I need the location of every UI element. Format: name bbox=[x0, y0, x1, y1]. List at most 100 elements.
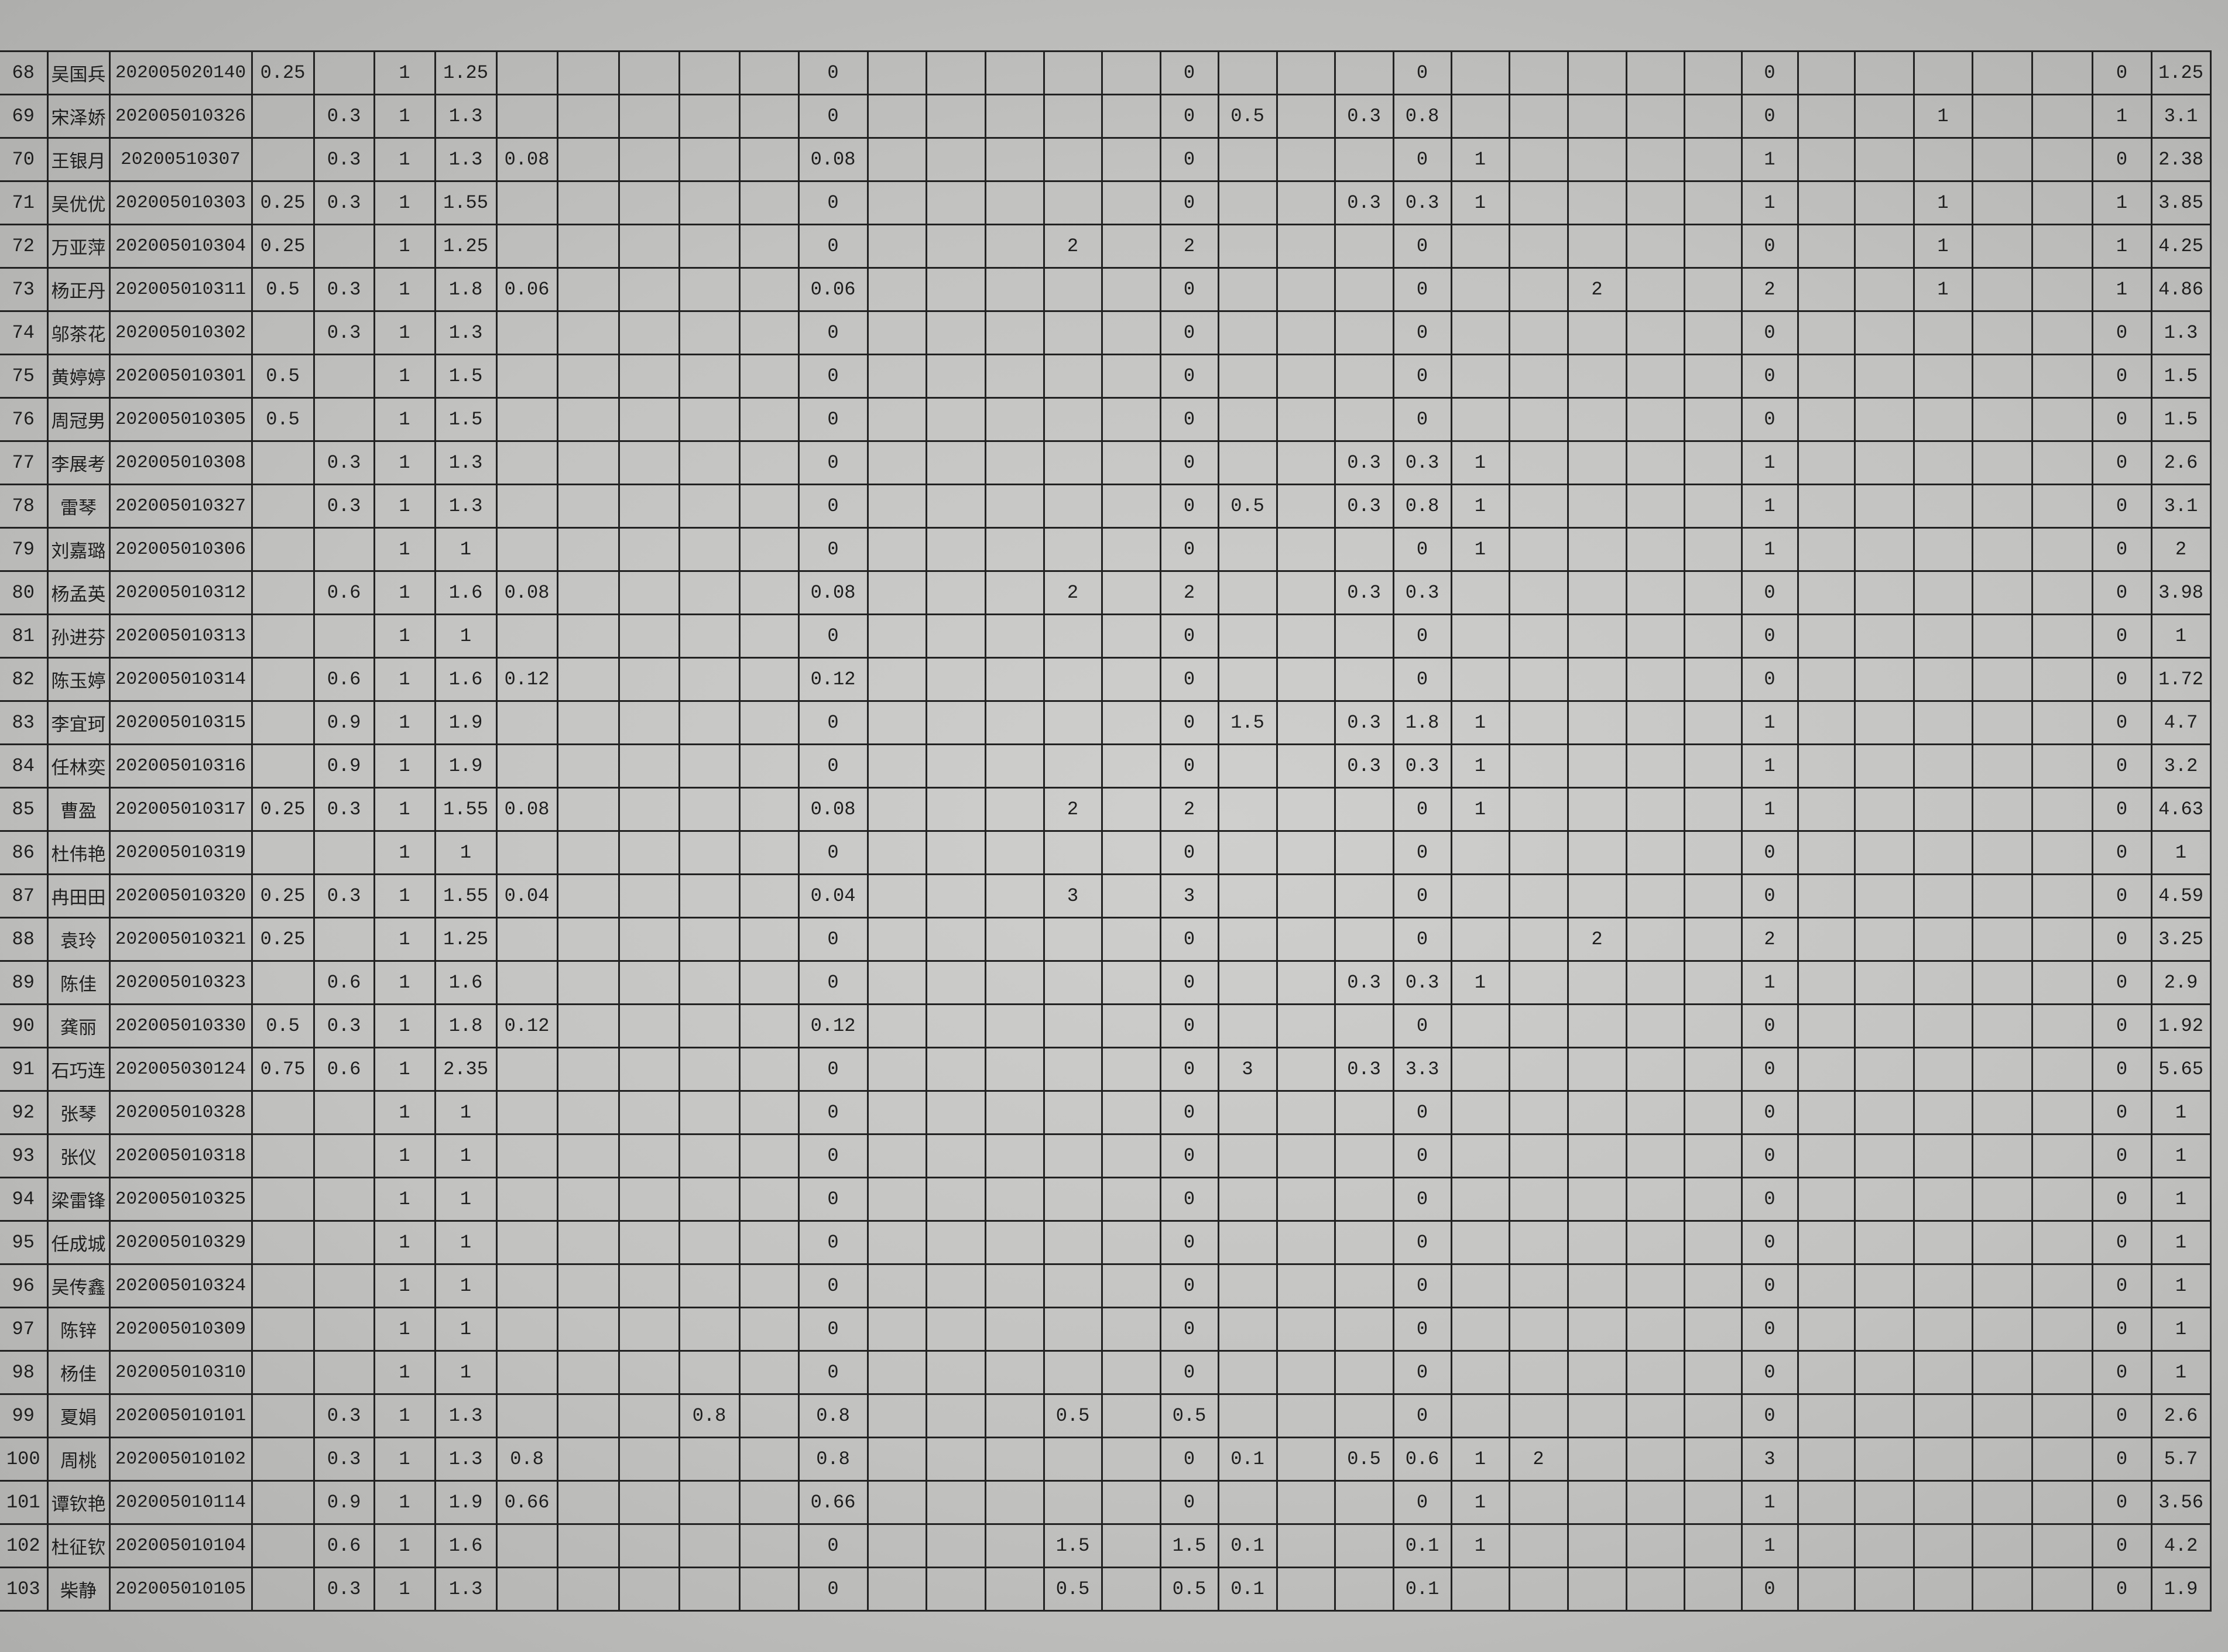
score-cell bbox=[678, 570, 741, 615]
score-cell: 2 bbox=[1740, 267, 1799, 312]
score-cell bbox=[1101, 1307, 1161, 1352]
score-cell bbox=[738, 267, 800, 312]
score-cell bbox=[1276, 787, 1336, 832]
score-cell bbox=[1853, 267, 1915, 312]
score-cell bbox=[925, 743, 986, 789]
score-cell: 0.5 bbox=[251, 267, 315, 312]
score-cell: 0.9 bbox=[313, 1480, 375, 1525]
score-cell: 0 bbox=[2091, 1090, 2152, 1135]
score-cell bbox=[495, 1220, 558, 1265]
score-cell bbox=[1567, 1047, 1627, 1092]
student-id-cell: 202005010326 bbox=[108, 94, 253, 139]
score-cell: 0 bbox=[2091, 1393, 2152, 1438]
score-cell bbox=[1797, 397, 1856, 442]
score-cell: 1 bbox=[1450, 743, 1510, 789]
score-cell: 0 bbox=[797, 484, 869, 529]
score-cell bbox=[1450, 50, 1510, 95]
score-cell bbox=[1217, 354, 1278, 399]
score-cell bbox=[313, 1263, 375, 1308]
score-cell bbox=[678, 1480, 741, 1525]
table-row: 71 吴优优 202005010303 0.25 0.3 1 1.55 0 0 0.3 0.3 1 1 1… bbox=[0, 180, 2212, 225]
score-cell bbox=[1101, 570, 1161, 615]
score-cell: 0 bbox=[2091, 873, 2152, 918]
score-cell bbox=[495, 613, 558, 659]
score-cell bbox=[866, 657, 927, 702]
score-cell bbox=[738, 137, 800, 182]
score-cell bbox=[1043, 527, 1103, 572]
score-cell: 0 bbox=[2091, 440, 2152, 485]
score-cell: 1 bbox=[1740, 440, 1799, 485]
score-cell bbox=[1797, 1480, 1856, 1525]
score-cell: 0.1 bbox=[1217, 1567, 1278, 1612]
score-cell bbox=[1508, 960, 1569, 1005]
score-cell bbox=[1625, 700, 1685, 745]
score-cell bbox=[1101, 1090, 1161, 1135]
score-cell bbox=[1276, 917, 1336, 962]
score-cell bbox=[1334, 50, 1394, 95]
score-cell bbox=[1567, 1567, 1627, 1612]
score-cell bbox=[984, 94, 1045, 139]
score-cell: 0 bbox=[2091, 354, 2152, 399]
score-cell bbox=[1101, 1003, 1161, 1048]
score-cell: 0 bbox=[2091, 1220, 2152, 1265]
score-cell bbox=[984, 310, 1045, 355]
score-cell bbox=[618, 397, 680, 442]
score-cell bbox=[738, 50, 800, 95]
score-cell bbox=[1508, 1480, 1569, 1525]
score-cell bbox=[1508, 743, 1569, 789]
score-cell bbox=[738, 180, 800, 225]
score-cell bbox=[984, 613, 1045, 659]
score-cell bbox=[866, 354, 927, 399]
table-row: 88 袁玲 202005010321 0.25 1 1.25 0 0 0 2 2 0 3.25 bbox=[0, 917, 2212, 962]
score-cell bbox=[1683, 700, 1743, 745]
score-cell: 1 bbox=[434, 1177, 498, 1222]
score-cell: 1.3 bbox=[434, 484, 498, 529]
score-cell bbox=[1853, 397, 1915, 442]
student-id-cell: 202005010317 bbox=[108, 787, 253, 832]
row-number-cell: 81 bbox=[0, 613, 49, 659]
row-number-cell: 90 bbox=[0, 1003, 49, 1048]
score-cell bbox=[1625, 527, 1685, 572]
score-cell bbox=[1334, 354, 1394, 399]
score-cell bbox=[738, 657, 800, 702]
student-name-cell: 张仪 bbox=[46, 1133, 111, 1178]
score-cell bbox=[1971, 1523, 2033, 1568]
score-cell: 0.3 bbox=[1334, 743, 1394, 789]
score-cell bbox=[1912, 1263, 1973, 1308]
score-cell bbox=[1043, 657, 1103, 702]
score-cell bbox=[2031, 1523, 2093, 1568]
score-cell bbox=[738, 1263, 800, 1308]
score-cell: 0.06 bbox=[495, 267, 558, 312]
score-cell bbox=[1971, 1350, 2033, 1395]
score-cell bbox=[1508, 1220, 1569, 1265]
score-cell bbox=[1276, 1567, 1336, 1612]
score-cell bbox=[1912, 354, 1973, 399]
score-cell bbox=[1508, 1090, 1569, 1135]
score-cell bbox=[1043, 1090, 1103, 1135]
total-score-cell: 1.72 bbox=[2150, 657, 2212, 702]
score-cell bbox=[2031, 830, 2093, 875]
score-cell bbox=[866, 224, 927, 269]
score-cell bbox=[1508, 354, 1569, 399]
table-row: 100 周桃 202005010102 0.3 1 1.3 0.8 0.8 0 0.1 0.5 0.6… bbox=[0, 1437, 2212, 1482]
score-cell bbox=[1971, 1090, 2033, 1135]
score-cell bbox=[251, 613, 315, 659]
score-cell: 0 bbox=[1159, 960, 1219, 1005]
score-cell bbox=[1508, 1393, 1569, 1438]
score-cell bbox=[925, 224, 986, 269]
score-cell bbox=[1217, 1090, 1278, 1135]
score-cell bbox=[1508, 310, 1569, 355]
score-cell: 0.5 bbox=[1043, 1567, 1103, 1612]
score-cell bbox=[2031, 1437, 2093, 1482]
score-cell bbox=[678, 657, 741, 702]
score-cell bbox=[1971, 917, 2033, 962]
student-id-cell: 202005010319 bbox=[108, 830, 253, 875]
score-cell bbox=[1625, 180, 1685, 225]
score-cell bbox=[1567, 1393, 1627, 1438]
score-cell bbox=[984, 873, 1045, 918]
score-cell bbox=[2031, 787, 2093, 832]
score-cell: 0 bbox=[1740, 1003, 1799, 1048]
student-name-cell: 曹盈 bbox=[46, 787, 111, 832]
score-cell: 0 bbox=[2091, 743, 2152, 789]
row-number-cell: 103 bbox=[0, 1567, 49, 1612]
